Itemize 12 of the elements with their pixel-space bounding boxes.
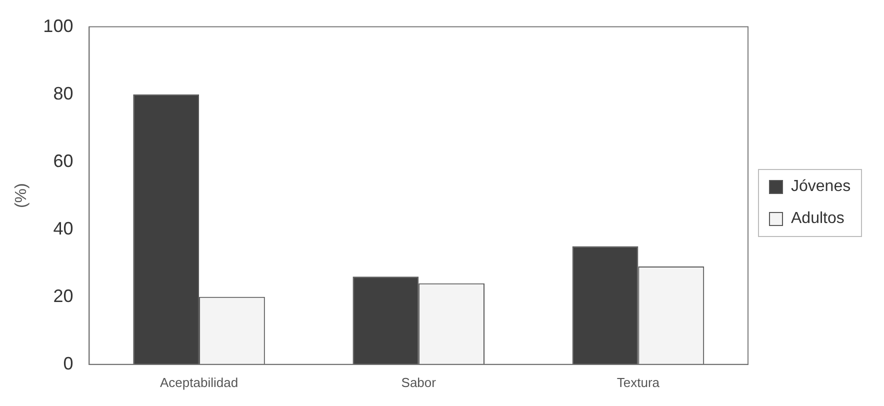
y-tick-label: 100 bbox=[43, 16, 74, 36]
x-tick-label: Textura bbox=[616, 374, 660, 390]
y-tick-label: 80 bbox=[53, 83, 74, 104]
y-tick-label: 60 bbox=[53, 150, 74, 171]
text: Adultos bbox=[791, 210, 844, 228]
x-tick-label: Sabor bbox=[401, 374, 437, 390]
y-axis-title: (%) bbox=[13, 183, 30, 208]
legend-label: Jóvenes bbox=[791, 178, 851, 196]
y-tick-label: 40 bbox=[53, 218, 74, 238]
y-tick-label: 20 bbox=[53, 286, 74, 306]
x-tick-label: Aceptabilidad bbox=[160, 374, 238, 390]
y-tick-label: 0 bbox=[63, 353, 74, 374]
